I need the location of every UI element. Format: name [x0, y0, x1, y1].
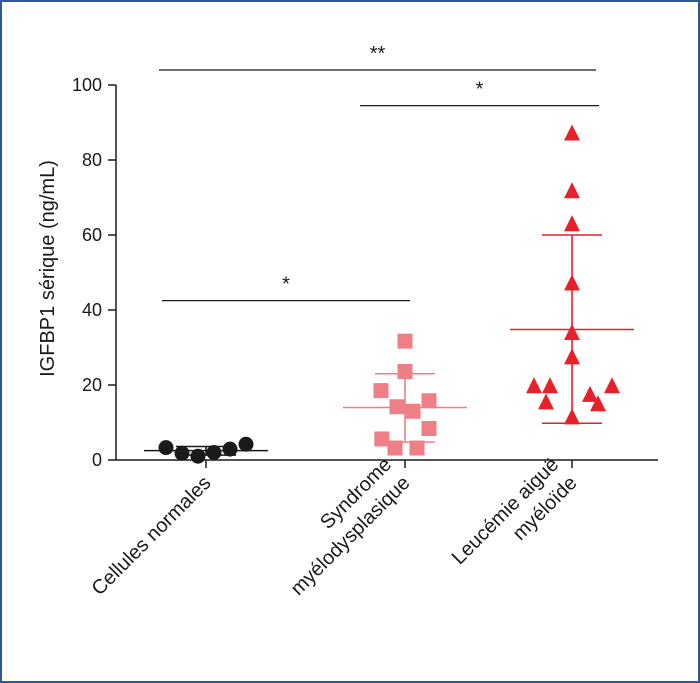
data-point-square [387, 440, 403, 456]
data-point-circle [206, 445, 222, 460]
category-label: Cellules normales [88, 472, 216, 600]
data-point-circle [238, 436, 254, 452]
data-point-triangle [538, 393, 554, 410]
y-tick-label: 40 [82, 300, 102, 320]
data-point-circle [222, 441, 238, 457]
data-point-triangle [564, 124, 580, 141]
data-point-square [397, 364, 413, 379]
data-point-circle [190, 448, 206, 464]
y-tick-label: 20 [82, 375, 102, 395]
data-point-triangle [542, 377, 558, 394]
data-point-square [373, 383, 389, 399]
data-point-square [421, 421, 437, 436]
data-point-triangle [564, 348, 580, 365]
data-point-triangle [564, 324, 580, 340]
data-point-triangle [582, 385, 598, 402]
data-point-triangle [564, 408, 580, 425]
data-point-triangle [564, 274, 580, 291]
data-point-square [405, 403, 421, 419]
y-tick-label: 0 [92, 450, 102, 470]
data-point-triangle [590, 395, 606, 412]
significance-label: * [282, 274, 290, 296]
y-tick-label: 100 [72, 75, 102, 95]
data-point-triangle [604, 377, 620, 394]
y-tick-label: 80 [82, 150, 102, 170]
y-axis-title: IGFBP1 sérique (ng/mL) [37, 160, 59, 377]
data-point-triangle [526, 377, 542, 394]
data-point-square [409, 440, 425, 456]
significance-label: ** [370, 43, 386, 65]
data-point-square [389, 399, 405, 415]
data-point-square [397, 333, 413, 349]
data-point-square [421, 393, 437, 409]
significance-label: * [476, 79, 484, 101]
data-point-circle [158, 440, 174, 456]
data-point-square [374, 431, 390, 447]
data-point-triangle [564, 182, 580, 199]
y-tick-label: 60 [82, 225, 102, 245]
data-point-circle [174, 445, 190, 461]
data-point-triangle [564, 215, 580, 232]
